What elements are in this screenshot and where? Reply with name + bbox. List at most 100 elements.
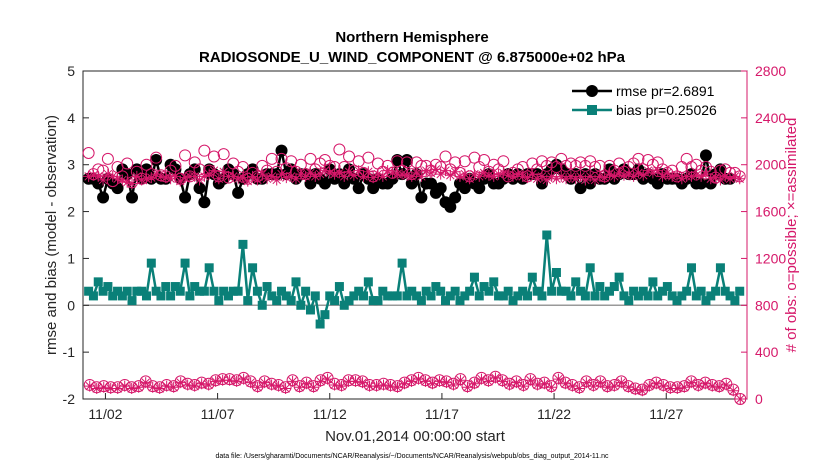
obs-assimilated-point — [435, 168, 447, 180]
y-tick-label: -2 — [63, 391, 76, 407]
obs-assimilated-point — [174, 175, 186, 187]
bias-point — [711, 286, 721, 296]
obs-assimilated-point — [643, 380, 655, 392]
rmse-point — [405, 177, 418, 190]
obs-assimilated-point — [401, 169, 413, 181]
bias-point — [580, 291, 590, 301]
obs-assimilated-point — [324, 167, 336, 179]
bias-point — [455, 296, 465, 306]
legend: rmse pr=2.6891 bias pr=0.25026 — [567, 78, 740, 120]
y2-tick-label: 0 — [755, 391, 763, 407]
obs-assimilated-point — [385, 380, 397, 392]
bias-point — [373, 296, 383, 306]
obs-assimilated-point — [294, 381, 306, 393]
obs-assimilated-point — [364, 380, 376, 392]
y2-tick-label: 2000 — [755, 157, 786, 173]
obs-assimilated-point — [636, 385, 648, 397]
obs-assimilated-point — [601, 381, 613, 393]
obs-assimilated-point — [706, 380, 718, 392]
obs-assimilated-point — [671, 382, 683, 394]
obs-assimilated-point — [603, 168, 615, 180]
obs-assimilated-point — [98, 381, 110, 393]
bias-point — [330, 296, 340, 306]
bias-point — [108, 291, 118, 301]
obs-assimilated-point — [276, 168, 288, 180]
obs-assimilated-point — [112, 382, 124, 394]
obs-assimilated-point — [245, 377, 257, 389]
obs-assimilated-point — [729, 170, 741, 182]
obs-assimilated-point — [266, 170, 278, 182]
bias-point — [378, 286, 388, 296]
bias-point — [701, 296, 711, 306]
bias-point — [233, 286, 243, 296]
obs-assimilated-point — [685, 377, 697, 389]
bias-point — [421, 286, 431, 296]
obs-assimilated-point — [637, 169, 649, 181]
bias-point — [677, 291, 687, 301]
rmse-point — [400, 154, 413, 167]
obs-assimilated-point — [140, 377, 152, 389]
y-tick-label: 5 — [67, 63, 75, 79]
obs-assimilated-point — [536, 170, 548, 182]
series-low-5 — [84, 372, 746, 405]
obs-assimilated-point — [502, 169, 514, 181]
obs-assimilated-point — [168, 381, 180, 393]
obs-assimilated-point — [692, 380, 704, 392]
obs-assimilated-point — [169, 170, 181, 182]
obs-assimilated-point — [632, 167, 644, 179]
series-rmse-0 — [82, 144, 737, 213]
obs-assimilated-point — [372, 168, 384, 180]
bias-point — [725, 291, 735, 301]
obs-possible-point — [343, 150, 356, 163]
obs-assimilated-point — [550, 173, 562, 185]
bias-point — [214, 296, 224, 306]
obs-possible-point — [391, 155, 404, 168]
bias-point — [547, 286, 557, 296]
obs-assimilated-point — [419, 375, 431, 387]
bias-point — [252, 286, 262, 296]
obs-assimilated-point — [705, 173, 717, 185]
obs-assimilated-point — [690, 169, 702, 181]
obs-assimilated-point — [433, 375, 445, 387]
obs-assimilated-point — [412, 373, 424, 385]
obs-assimilated-point — [287, 375, 299, 387]
obs-assimilated-point — [336, 380, 348, 392]
bias-point — [248, 263, 258, 273]
obs-assimilated-point — [524, 374, 536, 386]
bias-point — [662, 282, 672, 292]
y-tick-label: 4 — [67, 110, 75, 126]
rmse-point — [232, 186, 245, 199]
x-axis-label: Nov.01,2014 00:00:00 start — [325, 428, 506, 445]
bias-point — [412, 291, 422, 301]
obs-assimilated-point — [734, 173, 746, 185]
obs-assimilated-point — [290, 173, 302, 185]
obs-assimilated-point — [587, 380, 599, 392]
bias-point — [175, 286, 185, 296]
obs-assimilated-point — [652, 165, 664, 177]
axis-layer: -2 -1 0 1 2 3 4 5 0 400 800 1200 1600 2000 2400 2800 11/… — [63, 63, 787, 422]
obs-assimilated-point — [468, 378, 480, 390]
obs-assimilated-point — [308, 381, 320, 393]
obs-assimilated-point — [367, 172, 379, 184]
bias-point — [88, 291, 98, 301]
obs-assimilated-point — [196, 378, 208, 390]
bias-point — [542, 230, 552, 240]
bias-point — [667, 291, 677, 301]
obs-assimilated-point — [559, 378, 571, 390]
bias-point — [363, 277, 373, 287]
legend-rmse-label: rmse pr=2.6891 — [616, 83, 715, 99]
obs-assimilated-point — [285, 170, 297, 182]
rmse-point — [179, 191, 192, 204]
bias-point — [262, 282, 272, 292]
y2-tick-label: 1200 — [755, 250, 786, 266]
obs-assimilated-point — [343, 166, 355, 178]
bias-point — [426, 291, 436, 301]
obs-assimilated-point — [210, 375, 222, 387]
bias-point — [604, 286, 614, 296]
obs-assimilated-point — [580, 377, 592, 389]
obs-assimilated-point — [362, 166, 374, 178]
obs-assimilated-point — [256, 168, 268, 180]
bias-point — [648, 277, 658, 287]
obs-assimilated-point — [629, 384, 641, 396]
